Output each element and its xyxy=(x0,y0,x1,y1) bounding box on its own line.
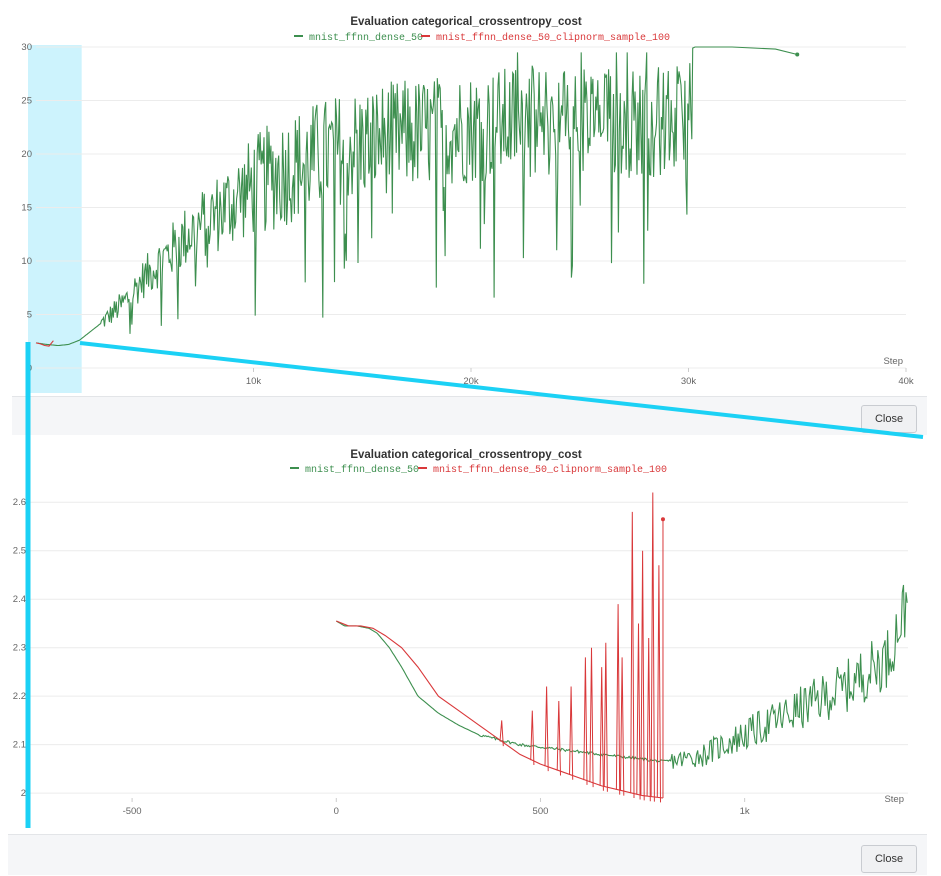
series-line-dense-50 xyxy=(35,46,798,347)
series-spike xyxy=(589,647,594,788)
y-tick-label: 2.6 xyxy=(13,497,26,508)
series-lines xyxy=(335,492,908,803)
series-spike xyxy=(620,657,625,796)
x-tick-label: 500 xyxy=(533,806,549,817)
y-tick-label: 2.2 xyxy=(13,691,26,702)
chart-footer: Close xyxy=(12,396,927,435)
series-spike xyxy=(499,720,504,747)
x-axis-ticks: 10k 20k 30k 40k xyxy=(246,368,914,387)
series-spike xyxy=(615,604,621,795)
close-button[interactable]: Close xyxy=(861,405,917,433)
y-tick-label: 2.1 xyxy=(13,740,26,751)
legend-label: mnist_ffnn_dense_50 xyxy=(305,464,419,476)
chart-footer: Close xyxy=(8,834,927,875)
series-spike xyxy=(569,686,574,780)
series-lines xyxy=(35,46,800,347)
series-spike xyxy=(603,642,608,792)
y-tick-label: 2.5 xyxy=(13,546,26,557)
y-tick-label: 30 xyxy=(21,42,32,53)
x-tick-label: 0 xyxy=(334,806,339,817)
series-spike xyxy=(599,667,604,791)
x-axis-label: Step xyxy=(883,356,903,367)
y-tick-label: 10 xyxy=(21,256,32,267)
legend-label: mnist_ffnn_dense_50_clipnorm_sample_100 xyxy=(436,32,670,44)
cost-chart-zoomed: Evaluation categorical_crossentropy_cost… xyxy=(13,449,908,817)
x-tick-label: -500 xyxy=(123,806,142,817)
y-axis-ticks: 2 2.1 2.2 2.3 2.4 2.5 2.6 xyxy=(13,497,26,799)
series-spike xyxy=(636,623,641,800)
close-button[interactable]: Close xyxy=(861,845,917,873)
y-tick-label: 0 xyxy=(27,363,32,374)
series-line-clipnorm-sample-100 xyxy=(35,340,54,347)
series-spike xyxy=(544,686,549,772)
series-spike xyxy=(650,492,655,802)
y-tick-label: 15 xyxy=(21,203,32,214)
series-spike xyxy=(656,565,661,803)
chart-legend: mnist_ffnn_dense_50 mnist_ffnn_dense_50_… xyxy=(294,32,670,44)
y-tick-label: 2 xyxy=(21,788,26,799)
y-tick-label: 2.4 xyxy=(13,594,26,605)
y-tick-label: 20 xyxy=(21,149,32,160)
x-axis-label: Step xyxy=(884,794,904,805)
x-tick-label: 20k xyxy=(463,376,479,387)
series-spike xyxy=(646,637,651,802)
grid xyxy=(30,501,908,794)
chart-title: Evaluation categorical_crossentropy_cost xyxy=(350,449,582,461)
series-end-marker xyxy=(795,52,800,57)
series-spike xyxy=(530,710,535,766)
series-spike xyxy=(630,511,635,799)
y-tick-label: 25 xyxy=(21,96,32,107)
series-spike xyxy=(556,700,561,776)
x-tick-label: 1k xyxy=(740,806,750,817)
chart-title: Evaluation categorical_crossentropy_cost xyxy=(350,16,582,28)
x-axis-ticks: -500 0 500 1k xyxy=(123,798,750,817)
x-tick-label: 10k xyxy=(246,376,262,387)
y-tick-label: 2.3 xyxy=(13,643,26,654)
chart-legend: mnist_ffnn_dense_50 mnist_ffnn_dense_50_… xyxy=(290,464,667,476)
y-tick-label: 5 xyxy=(27,310,32,321)
legend-label: mnist_ffnn_dense_50_clipnorm_sample_100 xyxy=(433,464,667,476)
cost-chart-full: Evaluation categorical_crossentropy_cost… xyxy=(21,16,914,393)
x-tick-label: 40k xyxy=(898,376,914,387)
legend-label: mnist_ffnn_dense_50 xyxy=(309,32,423,44)
series-line-clipnorm-sample-100 xyxy=(336,620,664,799)
series-spike xyxy=(640,550,645,801)
series-spike xyxy=(583,657,588,785)
series-line-dense-50 xyxy=(335,584,908,769)
zoom-selection-region[interactable] xyxy=(28,45,82,393)
x-tick-label: 30k xyxy=(681,376,697,387)
series-end-marker xyxy=(660,517,665,522)
